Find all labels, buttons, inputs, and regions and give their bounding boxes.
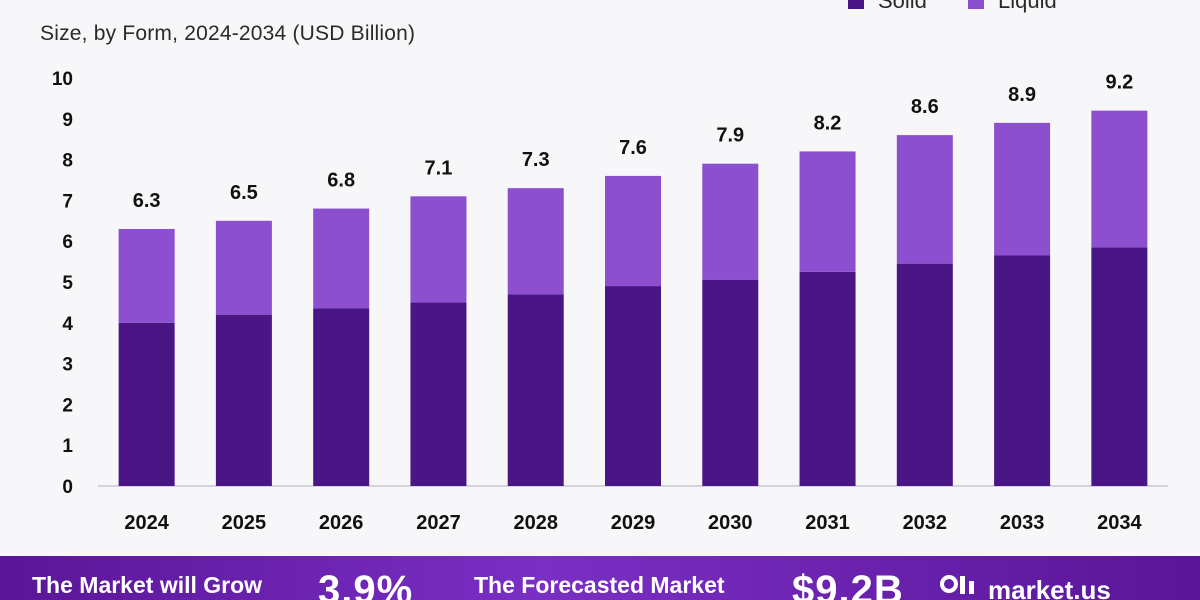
y-tick-label: 10 (52, 69, 73, 90)
bar-solid (702, 279, 759, 486)
footer-forecast-value: $9.2B (792, 568, 904, 600)
bar-solid (313, 308, 370, 486)
stacked-bar-chart: 0 1 2 3 4 5 6 7 8 9 10 6.3 2024 6.5 2025 6.8 2026 7.1 2027… (52, 69, 1168, 534)
bar-solid (799, 271, 856, 486)
bar-solid (118, 322, 175, 486)
footer-logo-text: market.us (988, 575, 1111, 600)
y-tick-label: 1 (62, 436, 73, 457)
y-tick-label: 6 (62, 232, 73, 253)
x-tick-label: 2031 (805, 512, 850, 534)
bar-liquid (507, 188, 564, 295)
y-tick-label: 3 (62, 355, 73, 376)
data-label: 8.9 (1008, 84, 1036, 106)
x-tick-label: 2025 (222, 512, 267, 534)
x-tick-label: 2034 (1097, 512, 1142, 534)
bar-solid (215, 314, 272, 486)
bar-solid (896, 263, 953, 486)
legend-item-solid: Solid (848, 0, 927, 14)
x-tick-label: 2028 (513, 512, 558, 534)
chart-subtitle: Size, by Form, 2024-2034 (USD Billion) (40, 22, 416, 45)
bar-solid (507, 294, 564, 486)
x-tick-label: 2029 (611, 512, 656, 534)
data-label: 7.6 (619, 137, 647, 159)
y-tick-label: 7 (62, 191, 73, 212)
y-tick-label: 5 (62, 273, 73, 294)
data-label: 7.9 (716, 125, 744, 147)
bar-solid (994, 255, 1051, 486)
legend-swatch-liquid (968, 0, 984, 9)
y-tick-label: 4 (62, 314, 73, 335)
data-label: 7.3 (522, 149, 550, 171)
y-tick-label: 8 (62, 151, 73, 172)
data-label: 6.5 (230, 182, 258, 204)
bar-liquid (799, 151, 856, 272)
x-tick-label: 2032 (903, 512, 948, 534)
legend-label-solid: Solid (878, 0, 927, 13)
footer-cagr-value: 3.9% (318, 568, 414, 600)
bar-liquid (1091, 110, 1148, 248)
legend-item-liquid: Liquid (968, 0, 1057, 14)
bar-liquid (118, 228, 175, 323)
x-tick-label: 2024 (124, 512, 169, 534)
bar-liquid (896, 135, 953, 264)
x-tick-label: 2026 (319, 512, 364, 534)
footer-text-grow: The Market will Grow (32, 572, 263, 598)
market-us-logo-icon (940, 572, 980, 600)
bar-solid (605, 286, 661, 486)
y-tick-label: 2 (62, 395, 73, 416)
x-tick-label: 2033 (1000, 512, 1045, 534)
footer-logo: market.us (940, 572, 1111, 600)
data-label: 7.1 (425, 157, 453, 179)
bar-solid (410, 302, 467, 486)
y-tick-label: 0 (62, 477, 73, 498)
footer-banner: The Market will Grow 3.9% The Forecasted… (0, 556, 1200, 600)
data-label: 8.2 (814, 112, 842, 134)
bar-liquid (702, 163, 759, 280)
bar-liquid (410, 196, 467, 303)
legend-label-liquid: Liquid (998, 0, 1057, 13)
data-label: 6.3 (133, 190, 161, 212)
footer-text-forecast: The Forecasted Market (474, 572, 725, 598)
data-label: 9.2 (1105, 72, 1133, 94)
x-tick-label: 2030 (708, 512, 753, 534)
x-tick-label: 2027 (416, 512, 461, 534)
bar-solid (1091, 247, 1148, 486)
data-label: 8.6 (911, 96, 939, 118)
legend-swatch-solid (848, 0, 864, 9)
bar-liquid (605, 175, 661, 287)
y-tick-label: 9 (62, 110, 73, 131)
data-label: 6.8 (327, 170, 355, 192)
bar-liquid (313, 208, 370, 309)
bar-liquid (994, 122, 1051, 256)
bar-liquid (215, 220, 272, 315)
